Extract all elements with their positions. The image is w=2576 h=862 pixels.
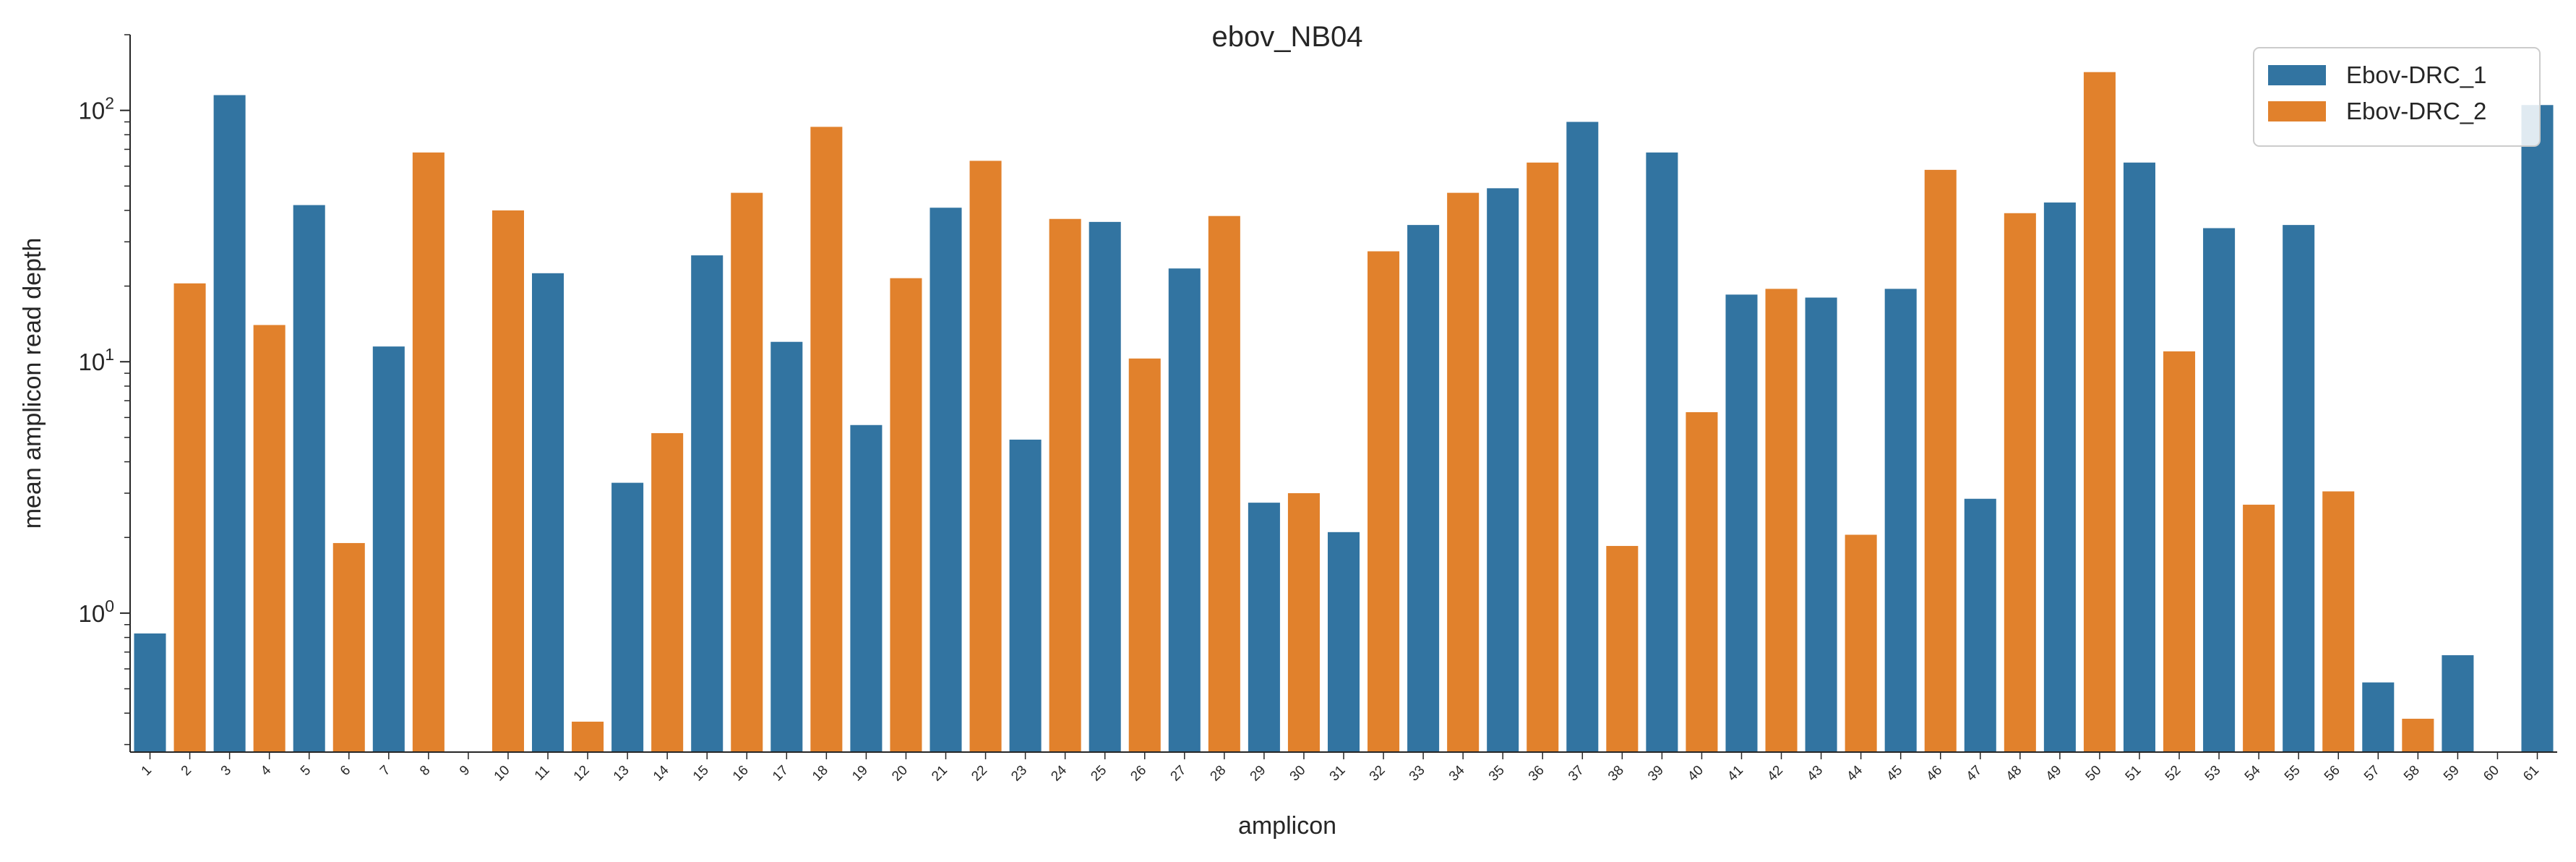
bar-Ebov-DRC_1-49 — [2043, 202, 2076, 752]
bar-Ebov-DRC_2-48 — [2004, 213, 2036, 752]
bar-Ebov-DRC_2-56 — [2322, 491, 2355, 752]
legend: Ebov-DRC_1 Ebov-DRC_2 — [2253, 47, 2541, 147]
bar-Ebov-DRC_2-22 — [969, 161, 1002, 752]
bar-Ebov-DRC_2-58 — [2402, 718, 2434, 752]
bar-Ebov-DRC_1-23 — [1009, 439, 1042, 752]
bar-Ebov-DRC_2-4 — [253, 325, 285, 752]
bar-Ebov-DRC_1-13 — [611, 482, 644, 752]
bar-Ebov-DRC_1-45 — [1884, 289, 1917, 752]
bars-layer — [134, 72, 2554, 753]
bar-Ebov-DRC_2-38 — [1606, 545, 1639, 752]
bar-Ebov-DRC_1-53 — [2203, 228, 2236, 752]
bar-Ebov-DRC_1-17 — [770, 341, 803, 753]
bar-Ebov-DRC_1-39 — [1646, 152, 1678, 753]
bar-Ebov-DRC_1-33 — [1407, 225, 1440, 752]
bar-Ebov-DRC_1-61 — [2521, 105, 2554, 752]
bar-Ebov-DRC_1-43 — [1805, 297, 1837, 752]
legend-label-Ebov-DRC_2: Ebov-DRC_2 — [2346, 98, 2486, 124]
bar-Ebov-DRC_2-30 — [1287, 492, 1320, 752]
bar-Ebov-DRC_1-35 — [1487, 188, 1519, 752]
bar-Ebov-DRC_2-10 — [491, 210, 524, 753]
bar-Ebov-DRC_1-1 — [134, 633, 166, 752]
y-tick-label: 101 — [78, 345, 114, 375]
bar-Ebov-DRC_2-6 — [332, 542, 365, 752]
bar-Ebov-DRC_1-7 — [372, 346, 405, 752]
bar-Ebov-DRC_2-14 — [651, 432, 684, 752]
bar-Ebov-DRC_2-12 — [572, 721, 604, 752]
bar-Ebov-DRC_2-18 — [810, 127, 843, 752]
bar-Ebov-DRC_2-20 — [890, 278, 922, 752]
bar-Ebov-DRC_1-51 — [2123, 162, 2155, 753]
bar-Ebov-DRC_2-28 — [1208, 216, 1240, 752]
legend-swatch-Ebov-DRC_2 — [2268, 101, 2326, 121]
bar-Ebov-DRC_1-47 — [1964, 498, 1996, 752]
bar-Ebov-DRC_1-55 — [2283, 225, 2315, 752]
bar-Ebov-DRC_2-40 — [1686, 411, 1718, 752]
bar-Ebov-DRC_1-11 — [532, 273, 564, 752]
bar-Ebov-DRC_1-3 — [213, 95, 246, 753]
bar-Ebov-DRC_1-25 — [1089, 221, 1121, 752]
bar-Ebov-DRC_2-34 — [1447, 192, 1480, 752]
bar-Ebov-DRC_2-54 — [2243, 504, 2275, 752]
bar-Ebov-DRC_1-59 — [2442, 655, 2474, 752]
legend-label-Ebov-DRC_1: Ebov-DRC_1 — [2346, 61, 2486, 88]
bar-Ebov-DRC_2-26 — [1128, 358, 1161, 752]
bar-Ebov-DRC_2-44 — [1845, 534, 1877, 752]
bar-Ebov-DRC_1-19 — [850, 424, 883, 752]
bar-Ebov-DRC_1-21 — [929, 208, 962, 753]
y-tick-label: 100 — [78, 597, 114, 627]
bar-Ebov-DRC_2-50 — [2083, 72, 2116, 752]
x-axis-title: amplicon — [1238, 812, 1336, 840]
chart-title: ebov_NB04 — [1211, 21, 1362, 53]
bar-Ebov-DRC_2-24 — [1049, 218, 1081, 753]
bar-Ebov-DRC_1-5 — [293, 205, 325, 753]
bar-Ebov-DRC_2-52 — [2163, 351, 2196, 753]
bar-Ebov-DRC_2-32 — [1368, 251, 1400, 752]
bar-Ebov-DRC_1-57 — [2362, 682, 2395, 752]
bar-Ebov-DRC_2-8 — [412, 152, 445, 753]
bar-Ebov-DRC_1-15 — [691, 255, 724, 752]
bar-Ebov-DRC_2-42 — [1765, 289, 1798, 752]
y-axis-title: mean amplicon read depth — [19, 238, 46, 529]
bar-Ebov-DRC_1-41 — [1725, 294, 1758, 752]
bar-Ebov-DRC_2-36 — [1527, 162, 1559, 753]
bar-Ebov-DRC_1-31 — [1327, 532, 1360, 752]
legend-swatch-Ebov-DRC_1 — [2268, 65, 2326, 85]
bar-Ebov-DRC_1-29 — [1248, 503, 1280, 752]
bar-Ebov-DRC_2-2 — [173, 283, 206, 752]
bar-Ebov-DRC_1-37 — [1566, 121, 1599, 753]
y-tick-label: 102 — [78, 94, 114, 124]
bar-Ebov-DRC_2-16 — [731, 192, 763, 752]
bar-Ebov-DRC_2-46 — [1924, 169, 1957, 752]
bar-Ebov-DRC_1-27 — [1168, 268, 1201, 752]
